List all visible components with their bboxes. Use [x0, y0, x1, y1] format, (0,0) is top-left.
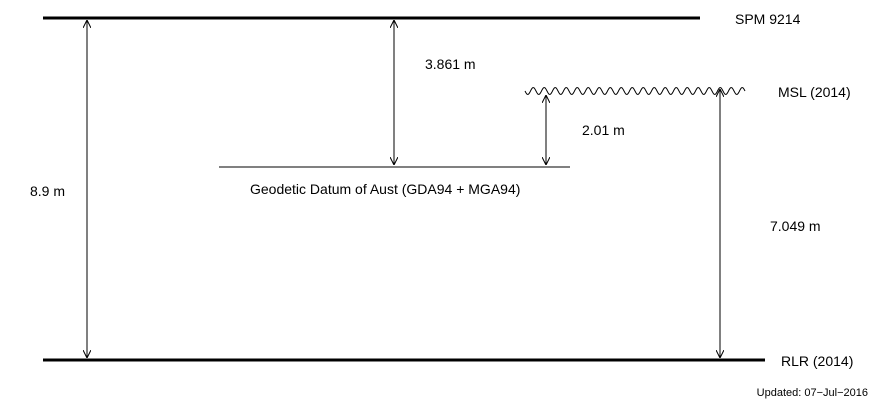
- spm-to-rlr-value: 8.9 m: [30, 183, 65, 199]
- msl-to-rlr-value: 7.049 m: [770, 218, 821, 234]
- rlr-level-label: RLR (2014): [781, 353, 853, 369]
- spm-level-label: SPM 9214: [735, 11, 801, 27]
- msl-level-label: MSL (2014): [778, 84, 851, 100]
- datum-level-label: Geodetic Datum of Aust (GDA94 + MGA94): [250, 181, 520, 197]
- spm-to-datum-value: 3.861 m: [425, 56, 476, 72]
- msl-to-datum-value: 2.01 m: [582, 122, 625, 138]
- updated-date: Updated: 07−Jul−2016: [757, 387, 868, 399]
- msl-wave-line: [524, 86, 746, 96]
